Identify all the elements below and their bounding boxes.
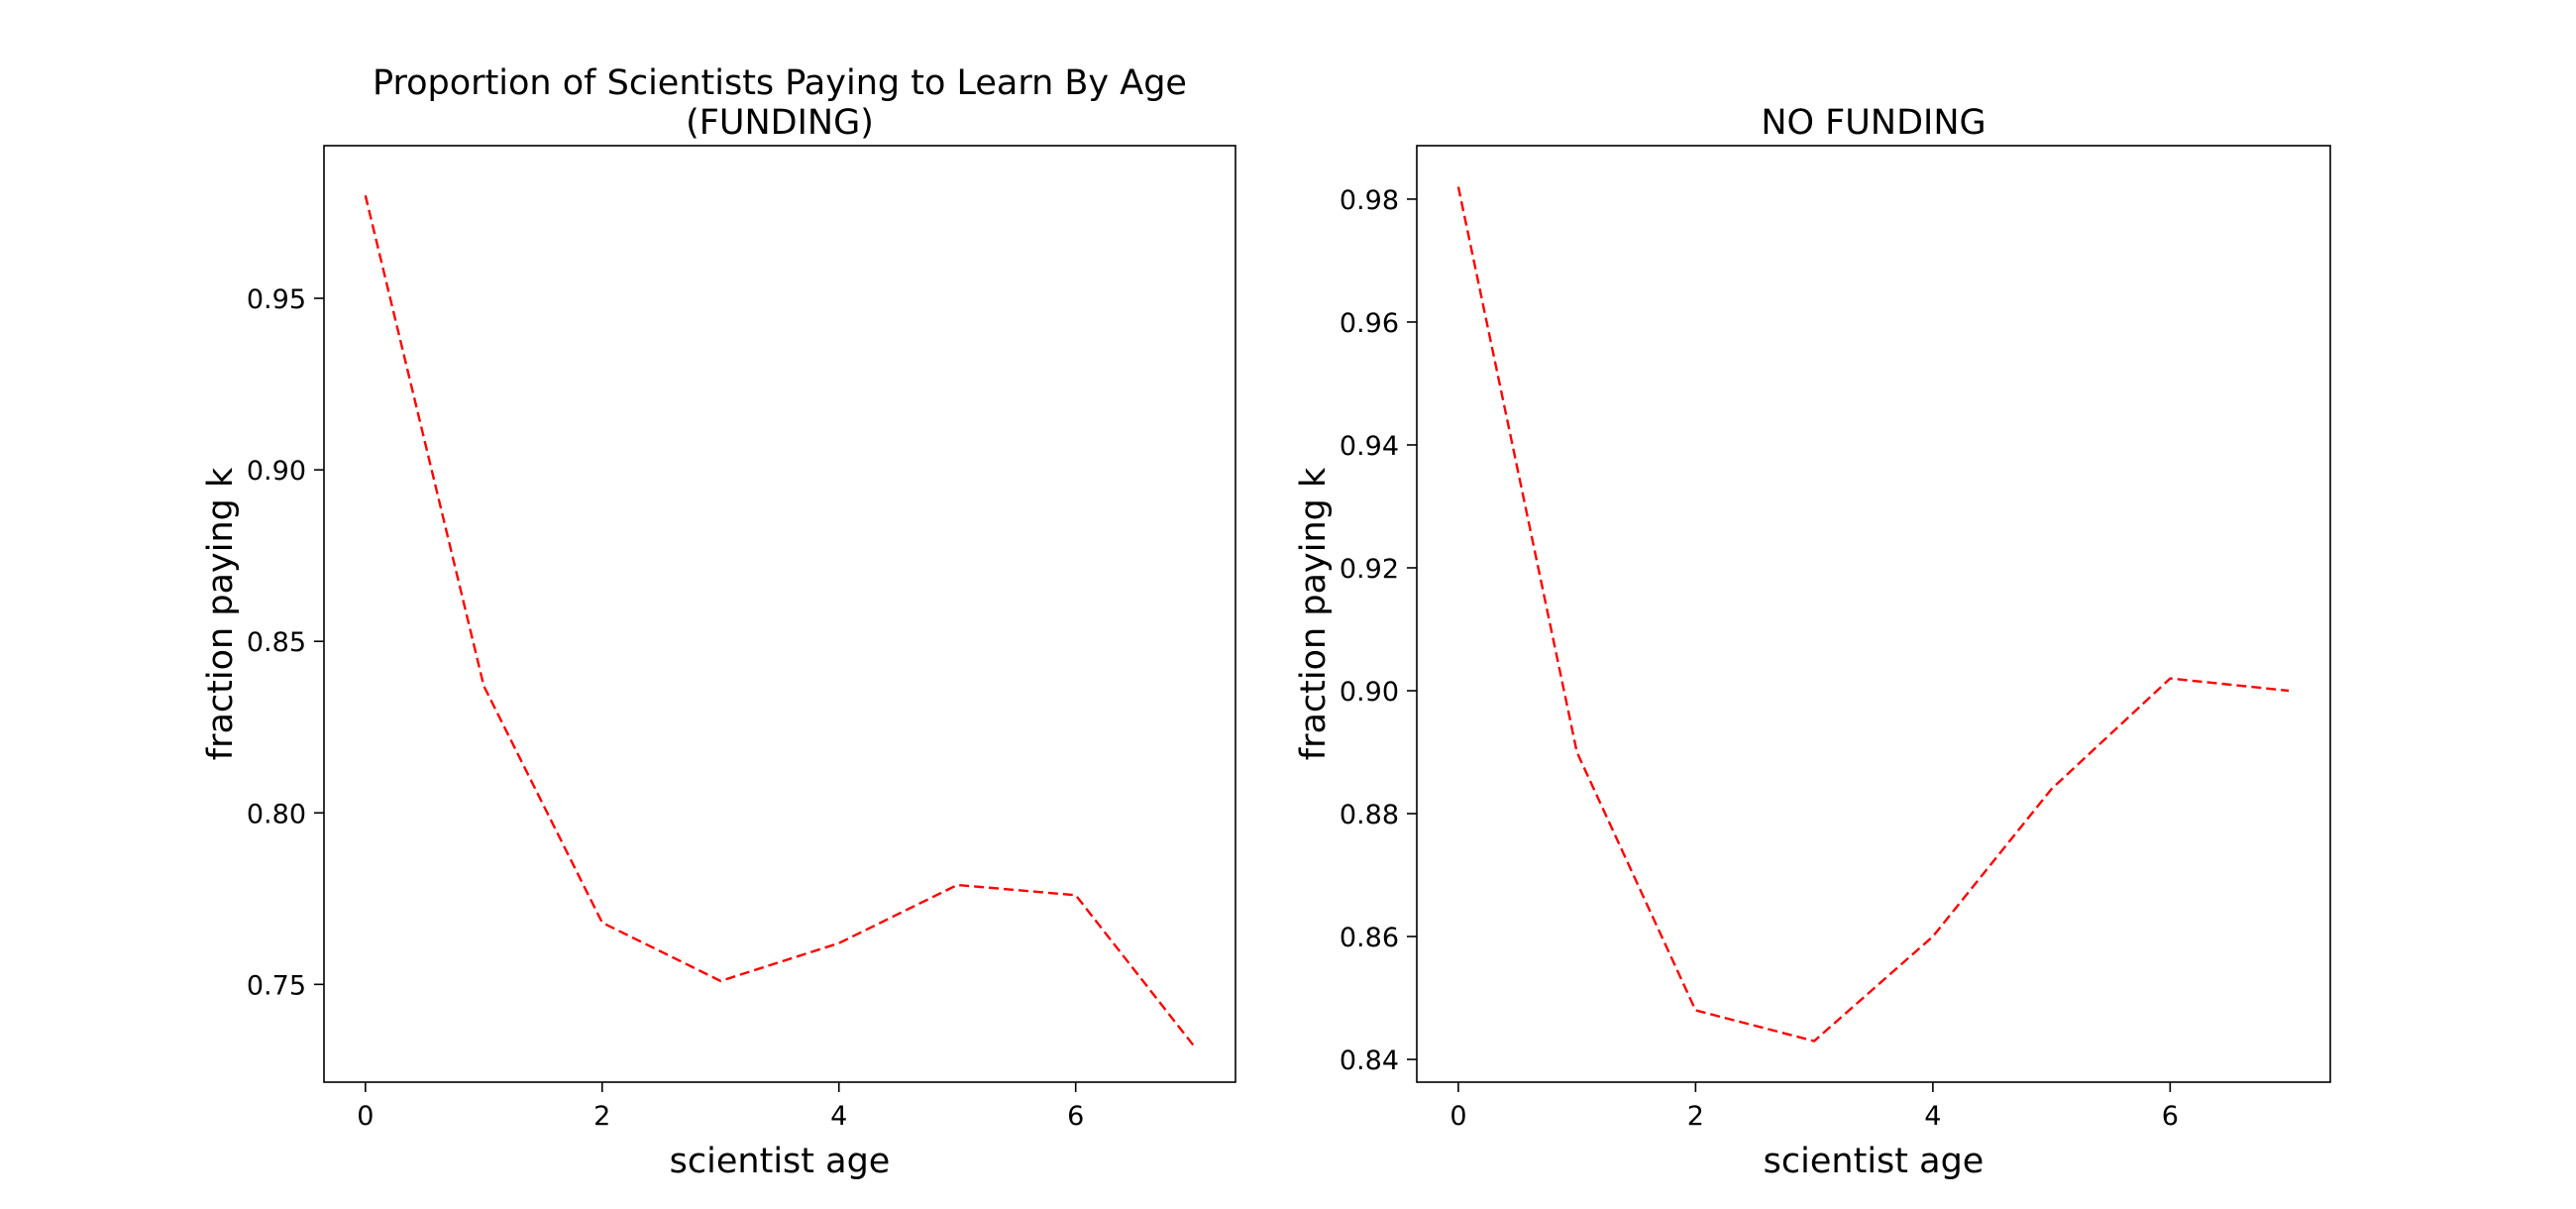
y-tick-label-0: 0.84	[1340, 1045, 1399, 1076]
x-tick-label-0: 0	[1449, 1101, 1466, 1132]
x-tick-label-2: 4	[1924, 1101, 1941, 1132]
y-tick-label-4: 0.95	[247, 284, 306, 315]
y-axis-label: fraction paying k	[1294, 467, 1334, 760]
y-tick-label-2: 0.85	[247, 627, 306, 658]
series-line-0	[364, 194, 1196, 1047]
y-axis-label: fraction paying k	[201, 467, 241, 760]
chart-title: NO FUNDING	[1761, 103, 1986, 143]
x-axis-label: scientist age	[670, 1142, 891, 1181]
y-tick-label-1: 0.86	[1340, 923, 1399, 953]
plot-frame	[323, 145, 1236, 1083]
y-tick-label-3: 0.90	[1340, 677, 1399, 708]
plot-frame	[1416, 145, 2331, 1083]
chart-title-line: Proportion of Scientists Paying to Learn…	[373, 63, 1187, 103]
x-tick-label-1: 2	[593, 1101, 610, 1132]
y-tick-label-3: 0.90	[247, 456, 306, 487]
y-tick-label-6: 0.96	[1340, 308, 1399, 339]
chart-title-line: (FUNDING)	[686, 103, 874, 143]
x-tick-label-3: 6	[2162, 1101, 2179, 1132]
chart-no-funding: 0 2 4 6 0.84 0.86 0.88 0.90 0.92 0.94 0.96 0.98 scie…	[1294, 103, 2331, 1181]
x-tick-label-1: 2	[1687, 1101, 1704, 1132]
chart-funding: 0 2 4 6 0.75 0.80 0.85 0.90 0.95 scientist age fra…	[201, 63, 1236, 1181]
y-tick-label-0: 0.75	[247, 970, 306, 1001]
series-line-0	[1456, 186, 2290, 1043]
y-tick-label-5: 0.94	[1340, 431, 1399, 462]
y-tick-label-7: 0.98	[1340, 185, 1399, 216]
x-axis-label: scientist age	[1764, 1142, 1985, 1181]
x-tick-label-0: 0	[357, 1101, 374, 1132]
x-tick-label-2: 4	[830, 1101, 847, 1132]
x-tick-label-3: 6	[1067, 1101, 1084, 1132]
y-tick-label-1: 0.80	[247, 799, 306, 829]
chart-title-line: NO FUNDING	[1761, 103, 1986, 143]
chart-title: Proportion of Scientists Paying to Learn…	[373, 63, 1187, 143]
y-tick-label-2: 0.88	[1340, 800, 1399, 830]
y-tick-label-4: 0.92	[1340, 554, 1399, 585]
